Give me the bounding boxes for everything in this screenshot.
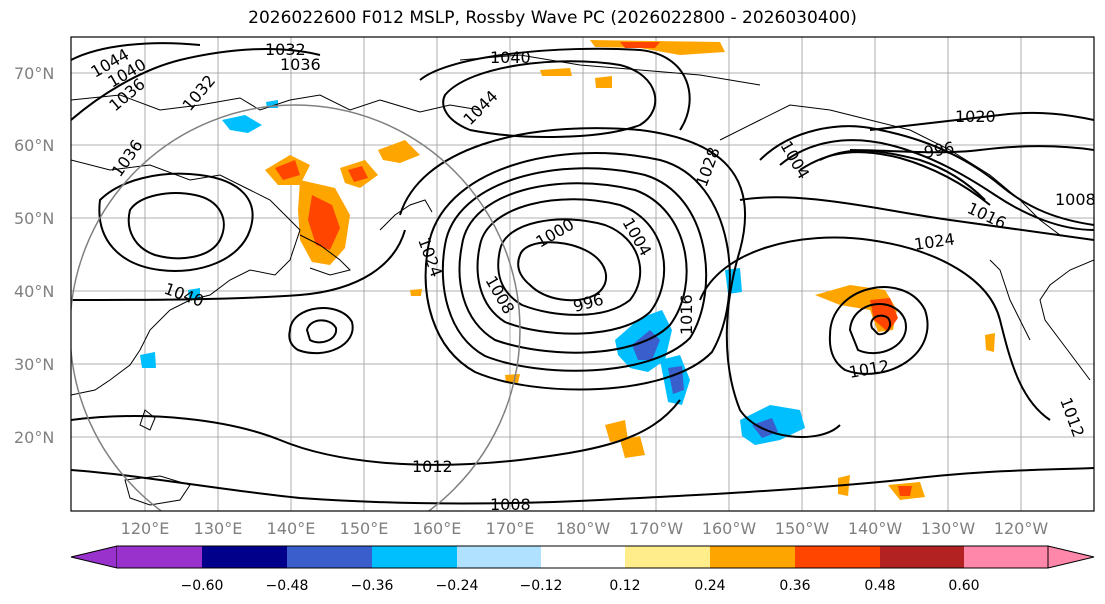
- longitude-labels: 120°E 130°E 140°E 150°E 160°E 170°E 180°…: [121, 519, 1049, 538]
- contour-label: 1036: [280, 55, 321, 74]
- colorbar: −0.60 −0.48 −0.36 −0.24 −0.12 0.12 0.24 …: [70, 545, 1095, 594]
- coastlines: [71, 54, 1094, 506]
- colorbar-label: 0.48: [864, 578, 895, 594]
- contour-label: 1012: [412, 457, 453, 476]
- colorbar-label: −0.24: [436, 578, 479, 594]
- lat-tick-label: 50°N: [14, 209, 54, 228]
- great-circle: [71, 104, 521, 511]
- colorbar-segment: [372, 546, 457, 568]
- contour-label: 1008: [490, 495, 531, 514]
- lon-tick-label: 120°W: [994, 519, 1049, 538]
- colorbar-label: −0.60: [181, 578, 224, 594]
- lon-tick-label: 170°E: [486, 519, 535, 538]
- colorbar-segment: [880, 546, 964, 568]
- mslp-contours: [71, 42, 1094, 505]
- colorbar-segment: [457, 546, 541, 568]
- colorbar-segment: [795, 546, 880, 568]
- graticule: [71, 37, 1094, 511]
- colorbar-segment: [287, 546, 372, 568]
- contour-label: 1016: [677, 294, 696, 335]
- lon-tick-label: 150°E: [340, 519, 389, 538]
- colorbar-max-extend: [1047, 545, 1095, 569]
- colorbar-segment: [625, 546, 710, 568]
- map-area: [71, 37, 1094, 511]
- lon-tick-label: 160°W: [702, 519, 757, 538]
- colorbar-label: −0.36: [351, 578, 394, 594]
- lon-tick-label: 150°W: [775, 519, 830, 538]
- colorbar-label: 0.24: [694, 578, 725, 594]
- colorbar-segment: [541, 546, 625, 568]
- colorbar-segment: [202, 546, 287, 568]
- contour-label: 1008: [1055, 190, 1096, 209]
- contour-label: 1020: [955, 107, 996, 126]
- lat-tick-label: 40°N: [14, 282, 54, 301]
- lon-tick-label: 180°W: [556, 519, 611, 538]
- contour-label: 1032: [265, 40, 306, 59]
- colorbar-label: 0.60: [948, 578, 979, 594]
- colorbar-label: −0.48: [266, 578, 309, 594]
- lon-tick-label: 130°W: [921, 519, 976, 538]
- lat-tick-label: 70°N: [14, 64, 54, 83]
- colorbar-label: 0.12: [609, 578, 640, 594]
- lon-tick-label: 140°W: [848, 519, 903, 538]
- colorbar-segment: [964, 546, 1048, 568]
- map-frame: [70, 36, 1095, 512]
- positive-anomaly-shading: [265, 40, 995, 500]
- map-title: 2026022600 F012 MSLP, Rossby Wave PC (20…: [248, 8, 857, 28]
- lon-tick-label: 130°E: [194, 519, 243, 538]
- lat-tick-label: 30°N: [14, 355, 54, 374]
- colorbar-label: −0.12: [520, 578, 563, 594]
- colorbar-labels: −0.60 −0.48 −0.36 −0.24 −0.12 0.12 0.24 …: [181, 578, 980, 594]
- lon-tick-label: 120°E: [121, 519, 170, 538]
- colorbar-min-extend: [70, 545, 118, 569]
- lat-tick-label: 20°N: [14, 428, 54, 447]
- lon-tick-label: 160°E: [413, 519, 462, 538]
- colorbar-segment: [117, 546, 202, 568]
- lat-tick-label: 60°N: [14, 136, 54, 155]
- colorbar-label: 0.36: [779, 578, 810, 594]
- lon-tick-label: 170°W: [629, 519, 684, 538]
- lon-tick-label: 140°E: [267, 519, 316, 538]
- colorbar-segment: [710, 546, 795, 568]
- contour-label: 1040: [490, 48, 531, 67]
- latitude-labels: 70°N 60°N 50°N 40°N 30°N 20°N: [14, 64, 54, 447]
